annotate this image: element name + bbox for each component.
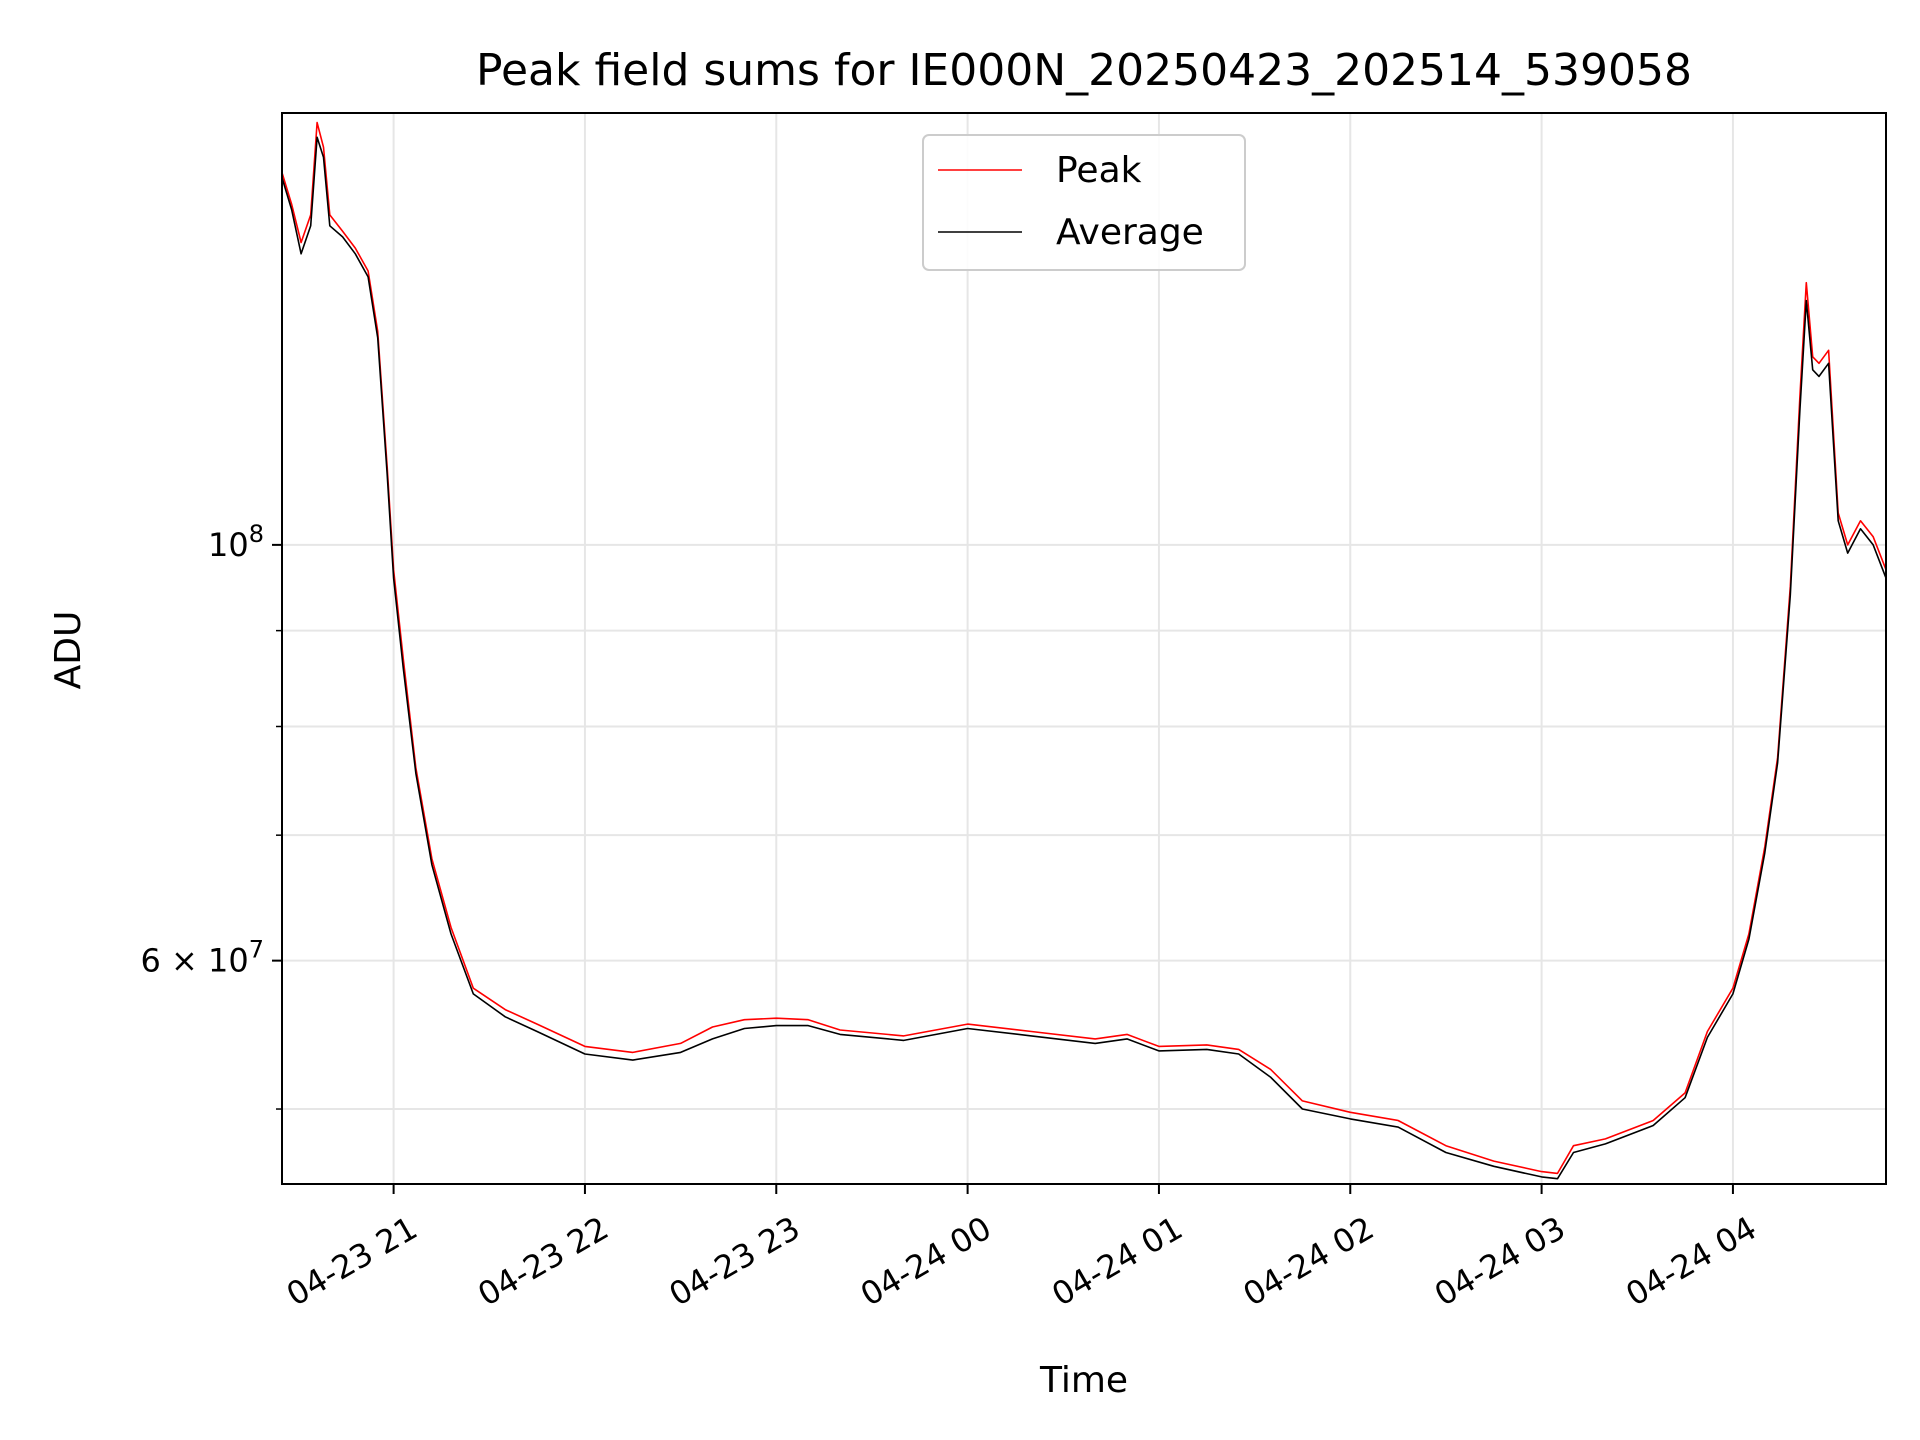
legend-peak-label: Peak	[1056, 150, 1142, 191]
legend-box	[922, 134, 1246, 271]
y-tick-label: 6 × 107	[140, 936, 264, 980]
y-axis-ticks: 108 6 × 107	[140, 520, 282, 1110]
y-axis-label: ADU	[48, 611, 89, 690]
grid	[282, 113, 1886, 1184]
chart-title: Peak field sums for IE000N_20250423_2025…	[476, 45, 1692, 96]
legend: Peak Average	[922, 134, 1246, 271]
y-tick-label: 108	[208, 520, 264, 564]
average-series-line	[281, 136, 1887, 1180]
x-axis-label: Time	[1039, 1360, 1128, 1401]
axes-frame	[281, 112, 1887, 1185]
legend-average-label: Average	[1056, 212, 1204, 253]
plot-lines	[281, 121, 1887, 1180]
